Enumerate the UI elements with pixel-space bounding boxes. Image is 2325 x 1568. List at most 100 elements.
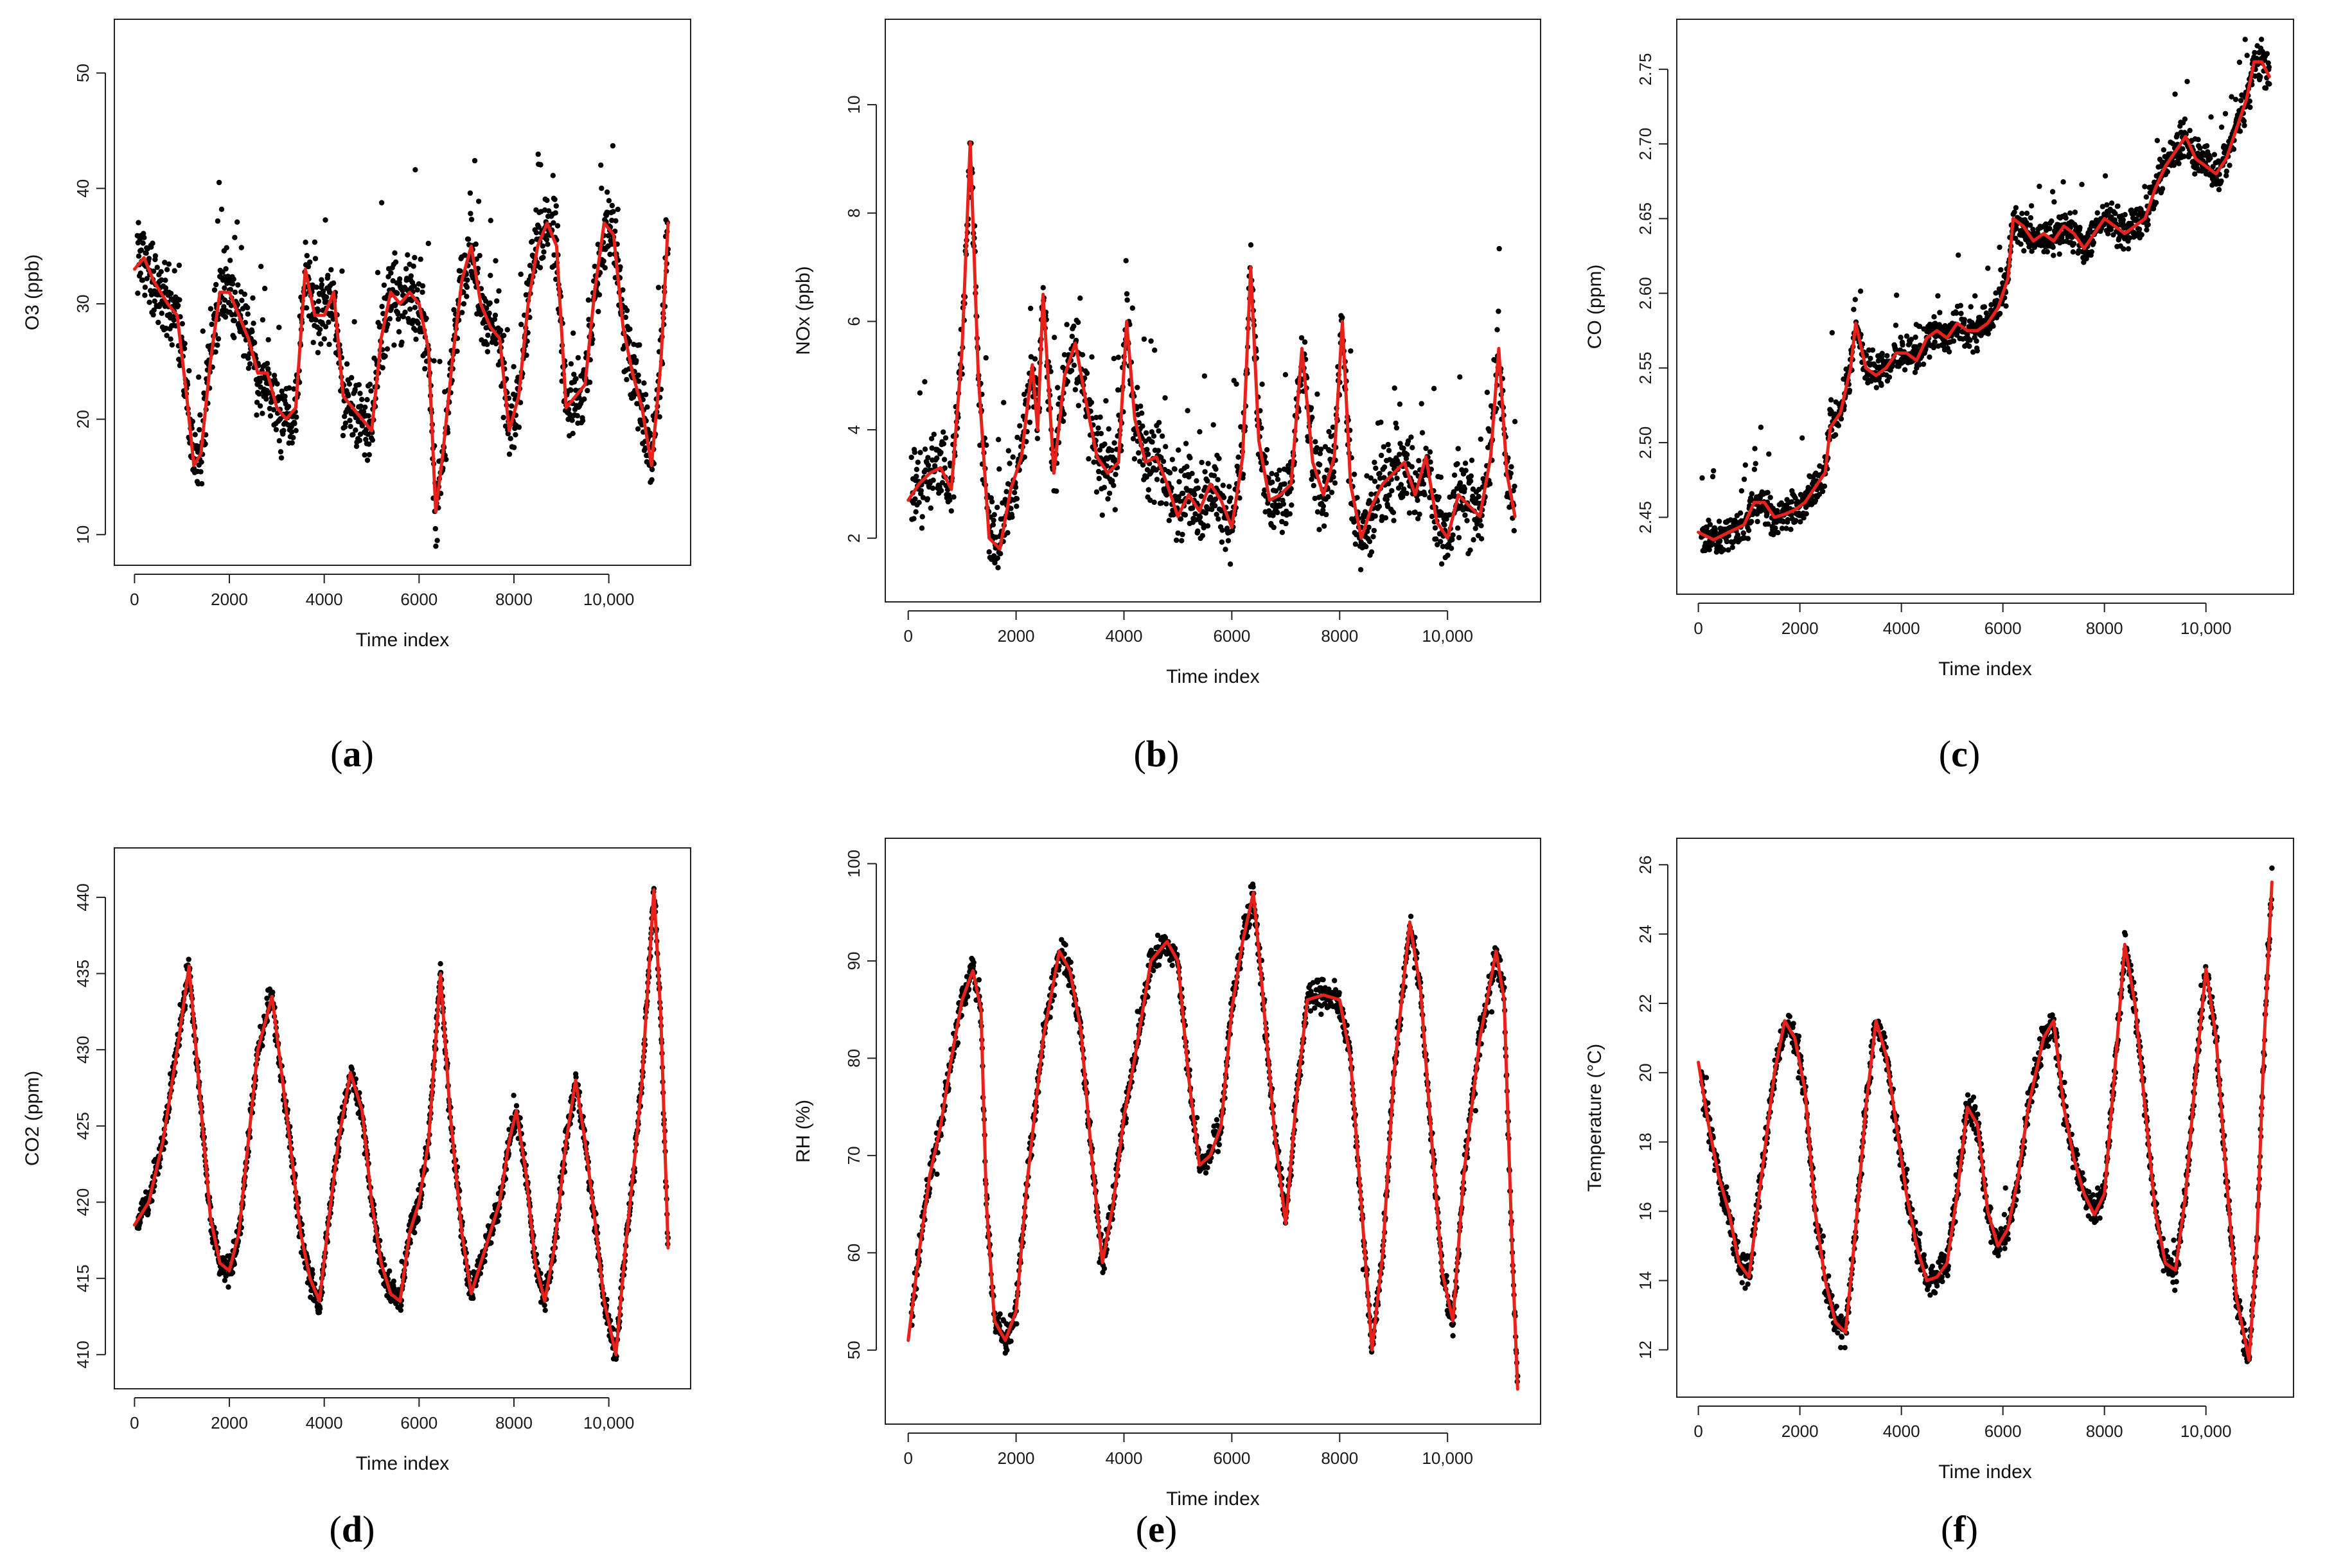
data-point-c [2120, 217, 2126, 223]
data-point-c [2216, 187, 2222, 193]
data-point-c [2241, 123, 2247, 128]
data-point-a [509, 403, 515, 409]
data-point-b [1314, 391, 1320, 397]
x-tick-label-d: 10,000 [583, 1413, 635, 1432]
data-point-a [513, 432, 518, 437]
x-tick-label-c: 6000 [1985, 619, 2022, 638]
data-point-a [348, 423, 353, 430]
data-point-a [545, 242, 551, 247]
data-point-a [573, 376, 579, 382]
data-point-c [2153, 200, 2159, 206]
data-point-a [235, 282, 241, 288]
data-point-a [136, 220, 141, 225]
data-point-b [1040, 285, 1046, 290]
data-point-b [1432, 525, 1438, 531]
data-point-c [2184, 78, 2190, 85]
data-point-a [540, 243, 545, 249]
data-point-b [1376, 504, 1383, 509]
data-point-b [1408, 434, 1414, 440]
data-point-a [347, 418, 353, 423]
data-point-c [2218, 178, 2224, 184]
data-point-a [350, 432, 356, 437]
data-point-c [2056, 251, 2062, 257]
data-point-a [411, 283, 417, 289]
data-point-a [468, 216, 475, 222]
y-tick-label-d: 415 [73, 1264, 93, 1292]
data-point-a [359, 423, 365, 428]
data-point-b [1308, 405, 1314, 411]
data-point-b [1054, 488, 1059, 494]
y-tick-label-d: 420 [73, 1188, 93, 1216]
y-tick-label-d: 430 [73, 1036, 93, 1064]
data-point-a [518, 321, 524, 328]
data-point-a [148, 288, 154, 294]
data-point-c [2247, 104, 2253, 110]
data-point-a [357, 391, 363, 396]
data-point-a [135, 290, 141, 296]
data-point-a [310, 340, 316, 346]
data-point-b [1077, 295, 1083, 301]
data-point-a [351, 319, 357, 325]
data-point-b [919, 525, 925, 531]
x-tick-label-a: 6000 [400, 590, 438, 609]
y-tick-label-b: 4 [844, 425, 863, 434]
data-point-c [2218, 124, 2225, 130]
data-point-c [2244, 53, 2250, 58]
data-point-b [1162, 395, 1168, 401]
data-point-a [158, 269, 164, 275]
data-point-b [1406, 510, 1413, 516]
data-point-c [1799, 435, 1805, 441]
data-point-a [581, 396, 587, 402]
data-point-b [1075, 403, 1082, 409]
data-point-a [181, 346, 188, 351]
data-point-b [1371, 527, 1377, 534]
data-point-c [2242, 37, 2248, 42]
data-point-a [146, 256, 152, 261]
data-point-a [154, 265, 160, 270]
data-point-a [624, 376, 630, 383]
data-point-c [1711, 468, 1717, 474]
data-point-b [1172, 466, 1178, 472]
data-point-b [1079, 352, 1086, 358]
y-axis-title-b: NOx (ppb) [793, 266, 814, 355]
data-point-b [1184, 464, 1190, 470]
data-point-a [194, 443, 200, 449]
data-point-a [511, 364, 517, 369]
data-point-a [326, 319, 332, 325]
data-point-a [498, 327, 504, 333]
data-point-c [1785, 516, 1790, 523]
data-point-b [1159, 433, 1165, 439]
data-point-a [319, 282, 325, 288]
data-point-b [1397, 401, 1403, 407]
data-point-c [1803, 511, 1809, 516]
data-point-b [1093, 489, 1100, 495]
data-point-a [245, 311, 251, 317]
data-point-a [273, 427, 279, 433]
data-point-a [380, 365, 385, 371]
data-point-a [136, 253, 142, 259]
data-point-a [359, 396, 365, 402]
data-point-a [279, 388, 285, 394]
data-point-b [1169, 457, 1176, 462]
data-point-a [179, 321, 185, 327]
data-point-c [2207, 155, 2213, 161]
data-point-b [1103, 398, 1109, 404]
data-point-a [413, 337, 419, 342]
data-point-a [362, 404, 368, 410]
data-point-b [1028, 305, 1034, 312]
data-point-c [2071, 241, 2077, 247]
data-point-b [1398, 482, 1404, 488]
data-point-a [232, 234, 238, 240]
data-point-b [1163, 501, 1169, 507]
data-point-a [408, 273, 414, 279]
data-point-a [550, 173, 556, 179]
chart-panel-d: 0 2000 4000 6000 8000 10,00041041542042543043… [22, 847, 691, 1550]
data-point-b [1271, 524, 1277, 531]
data-point-b [1123, 258, 1129, 263]
data-point-c [1740, 530, 1746, 536]
data-point-b [1205, 523, 1211, 529]
data-point-b [917, 390, 923, 396]
data-point-b [930, 485, 936, 491]
data-point-b [1124, 291, 1130, 297]
data-point-a [529, 238, 535, 245]
